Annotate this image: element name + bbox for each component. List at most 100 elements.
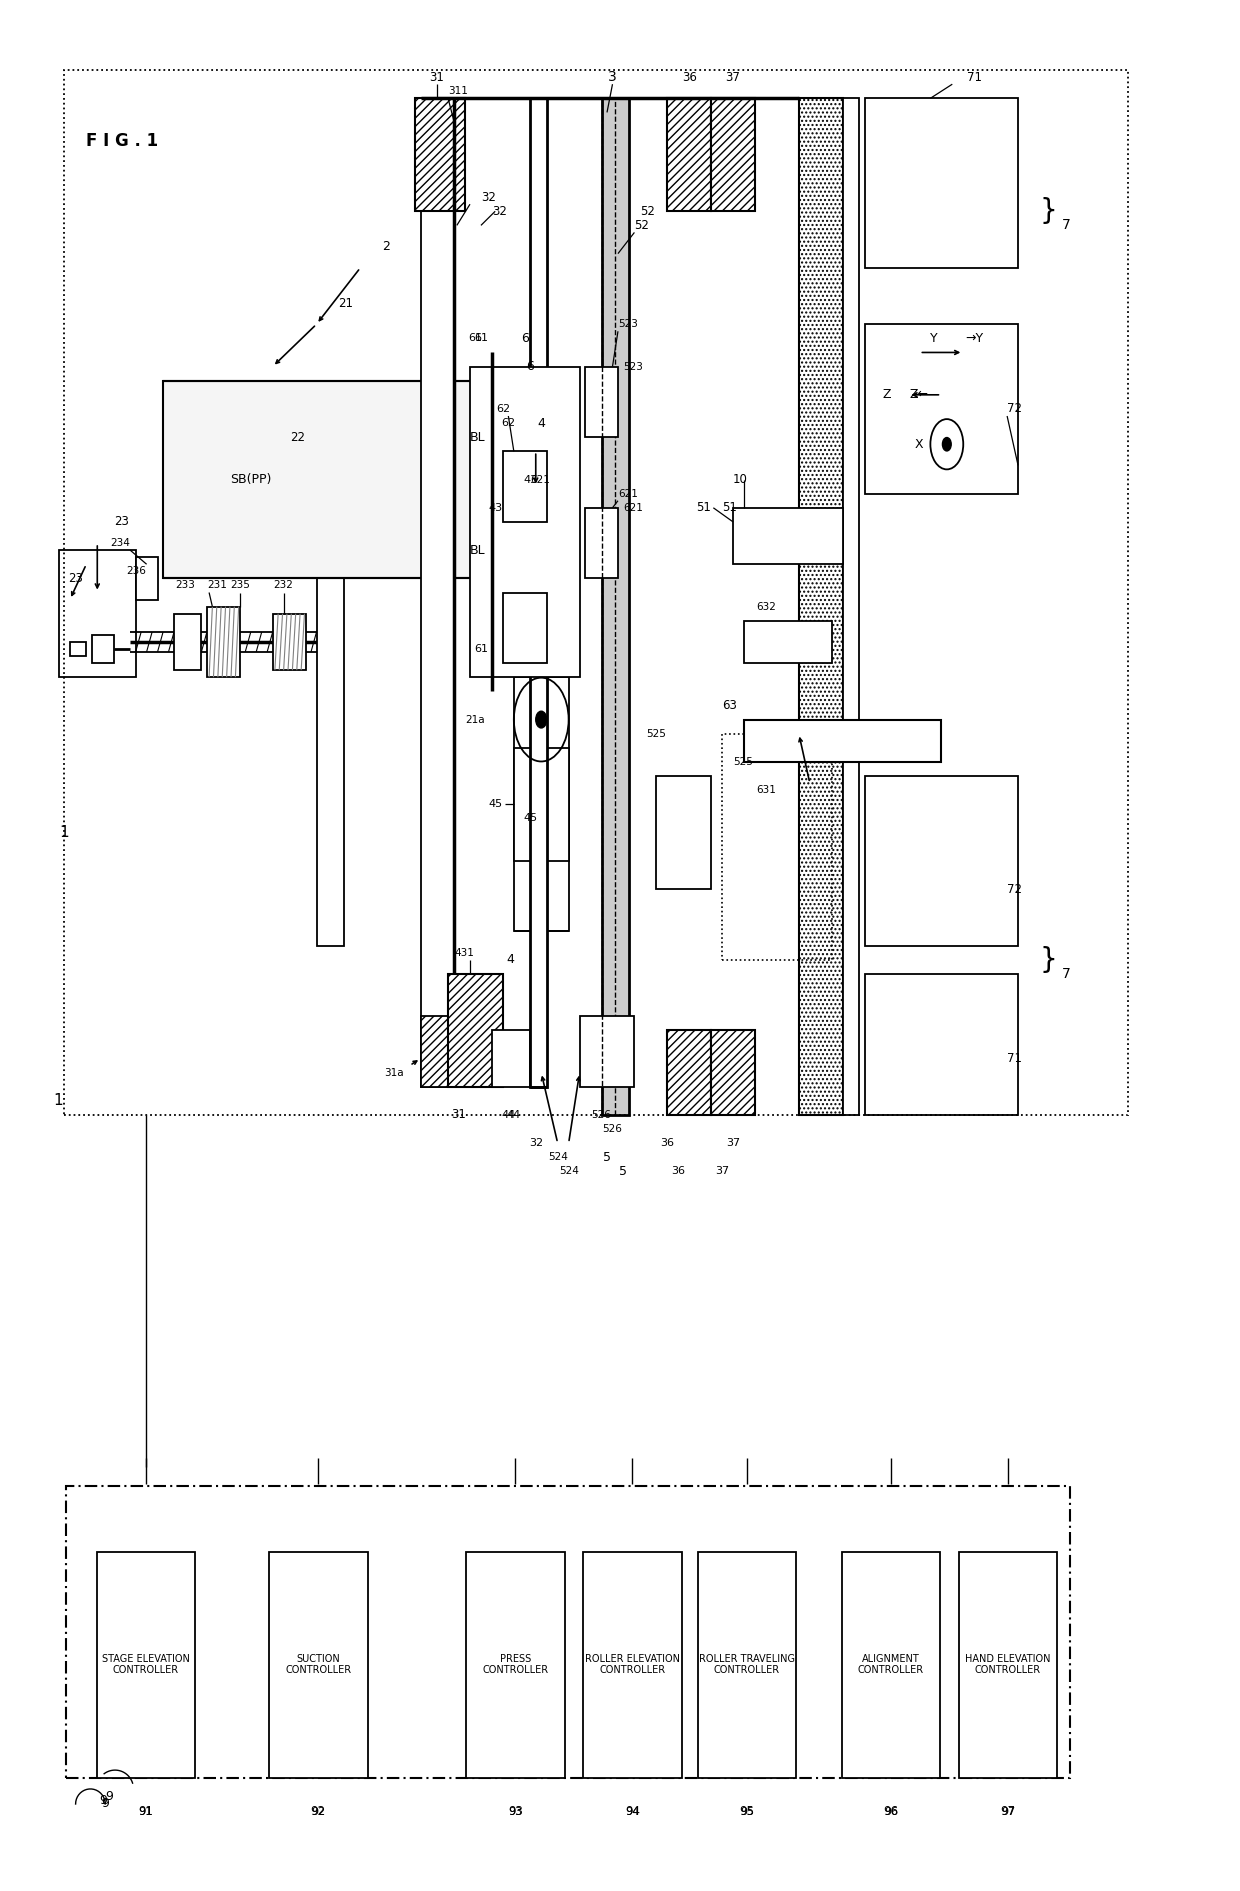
Text: 31: 31 <box>451 1108 466 1121</box>
Bar <box>667 98 712 212</box>
Bar <box>466 1553 564 1778</box>
Bar <box>503 592 547 664</box>
Bar <box>864 974 1018 1116</box>
Text: 23: 23 <box>68 571 83 584</box>
Text: ROLLER ELEVATION
CONTROLLER: ROLLER ELEVATION CONTROLLER <box>585 1655 680 1675</box>
Bar <box>503 452 547 522</box>
Text: 7: 7 <box>1061 217 1070 233</box>
Text: 96: 96 <box>883 1806 899 1817</box>
Bar <box>733 509 843 564</box>
Text: 97: 97 <box>1001 1806 1016 1817</box>
Text: 1: 1 <box>60 824 69 840</box>
Text: 621: 621 <box>618 488 637 499</box>
Text: 232: 232 <box>274 581 294 590</box>
Text: 51: 51 <box>697 501 712 514</box>
Text: 524: 524 <box>559 1167 579 1176</box>
Bar <box>420 1015 465 1087</box>
Circle shape <box>536 711 547 728</box>
Bar <box>513 747 569 860</box>
Text: 63: 63 <box>722 700 737 711</box>
Bar <box>864 323 1018 494</box>
Text: BL: BL <box>470 431 486 444</box>
Bar <box>712 1031 755 1116</box>
Text: 92: 92 <box>311 1806 325 1817</box>
Text: 5: 5 <box>620 1165 627 1178</box>
Text: 523: 523 <box>624 361 644 371</box>
Bar <box>513 535 569 932</box>
Text: 21: 21 <box>339 297 353 310</box>
Text: 32: 32 <box>481 191 496 204</box>
Bar <box>585 509 618 579</box>
Text: 526: 526 <box>603 1123 622 1135</box>
Text: 44: 44 <box>507 1110 521 1119</box>
Bar <box>959 1553 1058 1778</box>
Text: 3: 3 <box>608 70 616 83</box>
Text: 1: 1 <box>53 1093 63 1108</box>
Text: 6: 6 <box>521 331 528 344</box>
Text: 234: 234 <box>110 539 130 548</box>
Text: 96: 96 <box>884 1806 898 1817</box>
Text: Y: Y <box>930 331 937 344</box>
Text: }: } <box>1040 197 1058 225</box>
Bar <box>744 620 832 664</box>
Text: 61: 61 <box>469 333 482 344</box>
Bar <box>583 1553 682 1778</box>
Bar <box>531 98 547 1087</box>
Text: 32: 32 <box>528 1138 543 1148</box>
Text: 93: 93 <box>508 1806 523 1817</box>
Bar <box>60 550 135 677</box>
Bar <box>448 974 503 1087</box>
Text: 231: 231 <box>207 581 227 590</box>
Bar <box>712 98 755 212</box>
Bar <box>316 395 343 946</box>
Text: }: } <box>1040 946 1058 974</box>
Text: 21a: 21a <box>466 715 485 724</box>
Text: 9: 9 <box>102 1798 109 1810</box>
Text: X: X <box>915 437 924 450</box>
Bar <box>64 70 1127 1116</box>
Text: BL: BL <box>470 543 486 556</box>
Text: 43: 43 <box>523 475 537 484</box>
Bar <box>799 98 843 1116</box>
Bar <box>601 98 629 1116</box>
Bar <box>162 380 481 579</box>
Text: 32: 32 <box>492 204 507 217</box>
Text: 91: 91 <box>139 1806 154 1817</box>
Text: 91: 91 <box>139 1806 153 1817</box>
Text: 52: 52 <box>640 204 655 217</box>
Text: 94: 94 <box>625 1806 640 1817</box>
Bar <box>667 1031 712 1116</box>
Text: 45: 45 <box>489 800 503 809</box>
Bar <box>470 367 579 677</box>
Bar <box>864 98 1018 269</box>
Bar <box>722 734 832 959</box>
Bar <box>269 1553 367 1778</box>
Bar <box>69 641 87 656</box>
Text: 621: 621 <box>531 475 551 484</box>
Text: 62: 62 <box>501 418 516 427</box>
Text: 631: 631 <box>756 785 776 796</box>
Text: 36: 36 <box>660 1138 675 1148</box>
Text: 311: 311 <box>448 87 467 96</box>
Text: 97: 97 <box>1001 1806 1016 1817</box>
Bar <box>842 1553 940 1778</box>
Bar <box>207 607 239 677</box>
Text: 233: 233 <box>175 581 195 590</box>
Circle shape <box>942 437 951 450</box>
Text: PRESS
CONTROLLER: PRESS CONTROLLER <box>482 1655 548 1675</box>
Text: 5: 5 <box>603 1152 611 1163</box>
Text: 6: 6 <box>526 359 534 373</box>
Text: 95: 95 <box>740 1806 754 1817</box>
Bar <box>420 127 454 1087</box>
Text: 62: 62 <box>496 405 510 414</box>
Text: 236: 236 <box>126 565 146 577</box>
Text: 31: 31 <box>429 70 444 83</box>
Text: 61: 61 <box>474 645 489 654</box>
Text: 52: 52 <box>635 219 650 233</box>
Bar <box>273 615 305 669</box>
Text: 61: 61 <box>474 333 489 344</box>
Bar <box>492 1031 531 1087</box>
Text: HAND ELEVATION
CONTROLLER: HAND ELEVATION CONTROLLER <box>965 1655 1050 1675</box>
Bar <box>97 1553 195 1778</box>
Text: 45: 45 <box>523 813 537 823</box>
